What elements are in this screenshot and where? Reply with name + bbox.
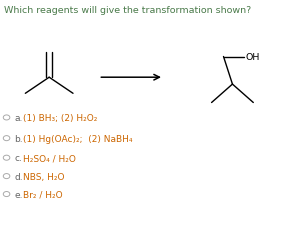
- Text: Which reagents will give the transformation shown?: Which reagents will give the transformat…: [4, 6, 252, 15]
- Text: a.: a.: [14, 113, 23, 123]
- Text: OH: OH: [246, 53, 260, 62]
- Text: (1) Hg(OAc)₂;  (2) NaBH₄: (1) Hg(OAc)₂; (2) NaBH₄: [23, 134, 133, 143]
- Text: H₂SO₄ / H₂O: H₂SO₄ / H₂O: [23, 153, 76, 163]
- Text: e.: e.: [14, 190, 23, 199]
- Text: c.: c.: [14, 153, 22, 163]
- Text: (1) BH₃; (2) H₂O₂: (1) BH₃; (2) H₂O₂: [23, 113, 98, 123]
- Text: Br₂ / H₂O: Br₂ / H₂O: [23, 190, 63, 199]
- Text: b.: b.: [14, 134, 23, 143]
- Text: d.: d.: [14, 172, 23, 181]
- Text: NBS, H₂O: NBS, H₂O: [23, 172, 65, 181]
